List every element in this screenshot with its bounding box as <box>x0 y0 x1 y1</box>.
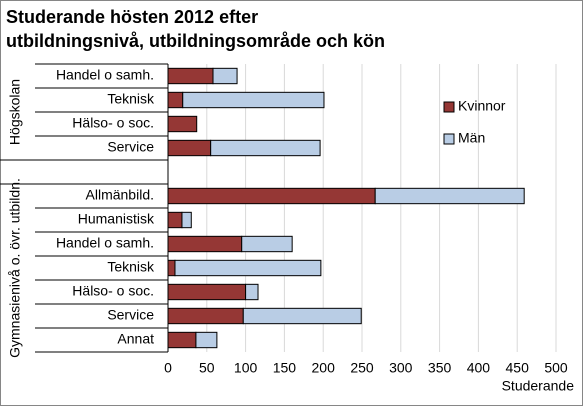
x-tick-label: 50 <box>199 360 215 376</box>
y-tick-label: Teknisk <box>107 91 155 107</box>
x-tick-label: 400 <box>467 360 491 376</box>
bar <box>167 283 247 301</box>
x-tick-label: 100 <box>234 360 258 376</box>
bar <box>167 235 243 253</box>
bar <box>245 283 259 301</box>
y-tick-label: Service <box>107 307 154 323</box>
group-label: Gymnasienivå o. övr. utbildn. <box>7 178 23 358</box>
legend-label: Män <box>458 130 485 146</box>
legend-swatch <box>443 133 455 145</box>
bar <box>174 259 322 277</box>
bar <box>242 307 362 325</box>
bar <box>167 115 198 133</box>
x-tick-label: 350 <box>428 360 452 376</box>
x-tick-label: 0 <box>164 360 172 376</box>
x-tick-label: 150 <box>273 360 297 376</box>
x-tick-label: 250 <box>350 360 374 376</box>
y-tick-label: Service <box>107 139 154 155</box>
bar <box>212 67 238 85</box>
x-tick-label: 450 <box>506 360 530 376</box>
x-tick-label: 300 <box>389 360 413 376</box>
group-label: Högskolan <box>7 79 23 145</box>
y-tick-label: Handel o samh. <box>56 67 154 83</box>
bar <box>167 139 212 157</box>
legend-label: Kvinnor <box>458 98 506 114</box>
y-tick-label: Hälso- o soc. <box>72 115 154 131</box>
y-tick-label: Humanistisk <box>78 211 155 227</box>
y-tick-label: Teknisk <box>107 259 155 275</box>
bar <box>210 139 321 157</box>
bar <box>167 331 197 349</box>
y-tick-label: Annat <box>117 331 154 347</box>
bar <box>195 331 218 349</box>
bar <box>182 91 325 109</box>
bar <box>241 235 293 253</box>
bar <box>167 67 214 85</box>
bar <box>167 187 376 205</box>
y-tick-label: Hälso- o soc. <box>72 283 154 299</box>
chart-title: utbildningsnivå, utbildningsområde och k… <box>6 31 385 51</box>
x-tick-label: 200 <box>312 360 336 376</box>
bar <box>181 211 192 229</box>
bar <box>167 91 184 109</box>
chart-title: Studerande hösten 2012 efter <box>6 7 258 27</box>
bar <box>167 211 183 229</box>
bar <box>167 307 244 325</box>
x-axis-label: Studerande <box>502 378 575 394</box>
legend-swatch <box>443 101 455 113</box>
y-tick-label: Handel o samh. <box>56 235 154 251</box>
bar <box>374 187 525 205</box>
y-tick-label: Allmänbild. <box>86 187 154 203</box>
x-tick-label: 500 <box>544 360 568 376</box>
bar <box>167 259 176 277</box>
